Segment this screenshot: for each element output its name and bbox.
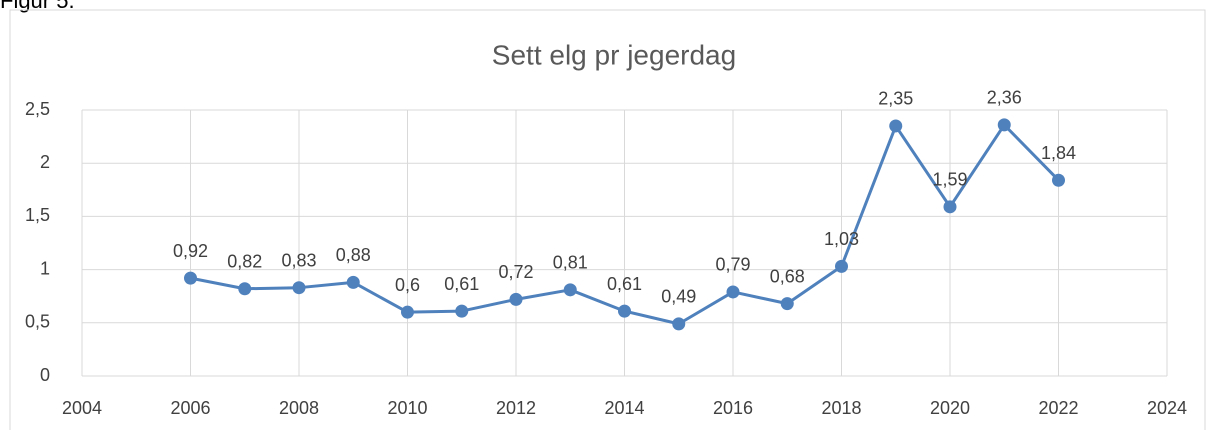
data-point (780, 297, 794, 311)
data-label: 2,36 (987, 88, 1022, 108)
data-point (238, 282, 252, 296)
data-label: 0,81 (553, 253, 588, 273)
data-point (401, 305, 414, 319)
x-tick-label: 2006 (170, 398, 210, 418)
y-tick-label: 0,5 (25, 312, 50, 332)
x-tick-label: 2004 (62, 398, 102, 418)
data-label: 0,68 (770, 266, 805, 286)
data-label: 0,79 (715, 255, 750, 275)
chart-title: Sett elg pr jegerdag (492, 39, 736, 70)
y-tick-label: 2 (40, 152, 50, 172)
x-tick-label: 2022 (1038, 398, 1078, 418)
data-point (997, 118, 1011, 132)
data-label: 1,59 (932, 170, 967, 190)
x-tick-label: 2010 (387, 398, 427, 418)
data-label: 0,49 (661, 287, 696, 307)
data-label: 0,83 (281, 250, 316, 270)
data-label: 0,61 (444, 274, 479, 294)
x-tick-label: 2012 (496, 398, 536, 418)
data-point (509, 292, 523, 306)
y-tick-label: 2,5 (25, 99, 50, 119)
data-label: 0,82 (227, 252, 262, 272)
data-point (618, 304, 631, 318)
figure-caption: Figur 5. (0, 0, 75, 13)
data-point (889, 119, 903, 133)
data-point (672, 317, 686, 331)
chart-border (9, 9, 1206, 430)
y-tick-label: 0 (40, 365, 50, 385)
data-point (726, 285, 740, 299)
data-point (346, 275, 360, 289)
data-point (563, 283, 577, 297)
data-label: 0,6 (395, 275, 420, 295)
x-tick-label: 2024 (1147, 398, 1187, 418)
data-point (1052, 173, 1065, 187)
data-label: 0,72 (498, 262, 533, 282)
x-tick-label: 2020 (930, 398, 970, 418)
y-tick-label: 1 (40, 258, 50, 278)
x-tick-label: 2008 (279, 398, 319, 418)
x-tick-label: 2018 (821, 398, 861, 418)
data-label: 0,92 (173, 241, 208, 261)
data-point (943, 200, 957, 214)
data-point (455, 304, 469, 318)
x-tick-label: 2014 (604, 398, 644, 418)
y-tick-label: 1,5 (25, 205, 50, 225)
data-point (184, 271, 197, 285)
data-label: 0,61 (607, 274, 642, 294)
data-point (292, 281, 306, 295)
data-label: 0,88 (336, 245, 371, 265)
data-label: 1,84 (1041, 143, 1076, 163)
data-label: 1,03 (824, 229, 859, 249)
data-label: 2,35 (878, 89, 913, 109)
x-tick-label: 2016 (713, 398, 753, 418)
data-point (835, 259, 848, 273)
